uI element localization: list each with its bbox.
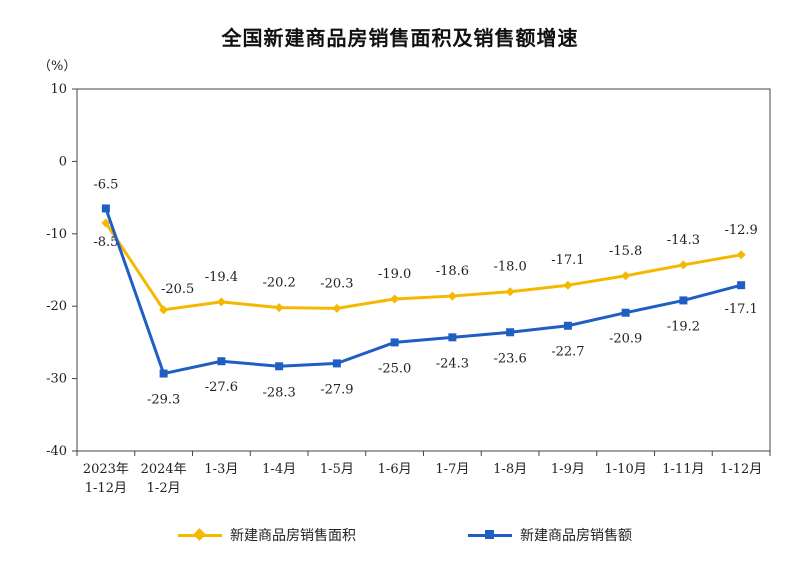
chart-title: 全国新建商品房销售面积及销售额增速 [221, 26, 579, 50]
legend-item-sales: 新建商品房销售额 [468, 523, 632, 547]
x-tick-label: 1-5月 [320, 462, 354, 477]
x-tick-label: 1-2月 [147, 481, 181, 496]
sales-data-label: -17.1 [724, 302, 757, 317]
sales-marker [101, 204, 110, 213]
series-line-area [104, 222, 742, 312]
x-tick-label: 1-12月 [720, 462, 762, 477]
area-data-label: -8.5 [93, 235, 118, 250]
sales-data-label: -25.0 [378, 361, 411, 376]
x-tick-label: 1-8月 [493, 462, 527, 477]
sales-data-label: -24.3 [436, 356, 469, 371]
area-data-label: -19.0 [378, 267, 411, 282]
area-marker [332, 303, 342, 313]
y-axis-unit: （%） [38, 59, 77, 74]
x-tick-label: 1-12月 [85, 481, 127, 496]
sales-data-label: -29.3 [147, 393, 180, 408]
area-marker [563, 280, 573, 290]
y-tick-label: -40 [46, 444, 67, 459]
area-marker [216, 297, 226, 307]
sales-marker [621, 308, 630, 317]
area-data-label: -18.0 [493, 260, 526, 275]
area-data-label: -19.4 [205, 270, 238, 285]
area-marker [621, 271, 631, 281]
area-data-label: -12.9 [724, 223, 757, 238]
sales-data-label: -28.3 [262, 385, 295, 400]
x-tick-label: 1-3月 [204, 462, 238, 477]
area-data-label: -14.3 [667, 233, 700, 248]
area-marker [736, 250, 746, 260]
area-marker [159, 305, 169, 315]
x-tick-label: 2023年 [83, 462, 129, 477]
area-data-label: -15.8 [609, 244, 642, 259]
area-marker [101, 218, 111, 228]
sales-marker [390, 338, 399, 347]
area-marker [447, 291, 457, 301]
sales-data-label: -22.7 [551, 345, 584, 360]
area-data-label: -20.2 [262, 276, 295, 291]
legend-item-area: 新建商品房销售面积 [178, 523, 356, 547]
plot-frame [76, 88, 771, 452]
area-data-label: -20.5 [161, 282, 194, 297]
x-tick-label: 1-9月 [551, 462, 585, 477]
sales-data-label: -20.9 [609, 332, 642, 347]
sales-marker [448, 333, 457, 342]
x-tick-label: 1-6月 [378, 462, 412, 477]
sales-marker [563, 321, 572, 330]
sales-marker [217, 357, 226, 366]
area-marker [505, 287, 515, 297]
sales-data-label: -6.5 [93, 177, 118, 192]
x-tick-label: 1-7月 [435, 462, 469, 477]
sales-marker [506, 328, 515, 337]
area-marker [390, 294, 400, 304]
area-data-label: -20.3 [320, 276, 353, 291]
legend-label-sales: 新建商品房销售额 [520, 528, 632, 544]
sales-marker [679, 296, 688, 305]
sales-marker [332, 359, 341, 368]
sales-marker [275, 362, 284, 371]
legend-label-area: 新建商品房销售面积 [230, 528, 356, 544]
y-tick-label: -30 [46, 372, 67, 387]
sales-marker [737, 281, 746, 290]
y-tick-label: 10 [50, 82, 67, 97]
area-data-label: -17.1 [551, 253, 584, 268]
y-tick-label: 0 [59, 154, 67, 169]
sales-data-label: -27.6 [205, 380, 238, 395]
sales-marker [159, 369, 168, 378]
sales-data-label: -27.9 [320, 382, 353, 397]
area-marker [678, 260, 688, 270]
y-tick-label: -10 [46, 227, 67, 242]
area-data-label: -18.6 [436, 264, 469, 279]
legend-swatch-sales [468, 529, 512, 539]
y-tick-label: -20 [46, 299, 67, 314]
x-tick-label: 1-10月 [605, 462, 647, 477]
legend-swatch-area [178, 527, 222, 541]
sales-data-label: -23.6 [493, 351, 526, 366]
area-marker [274, 303, 284, 313]
x-tick-label: 1-4月 [262, 462, 296, 477]
x-tick-label: 2024年 [141, 462, 187, 477]
series-line-sales [104, 207, 742, 376]
x-tick-label: 1-11月 [662, 462, 704, 477]
sales-data-label: -19.2 [667, 319, 700, 334]
